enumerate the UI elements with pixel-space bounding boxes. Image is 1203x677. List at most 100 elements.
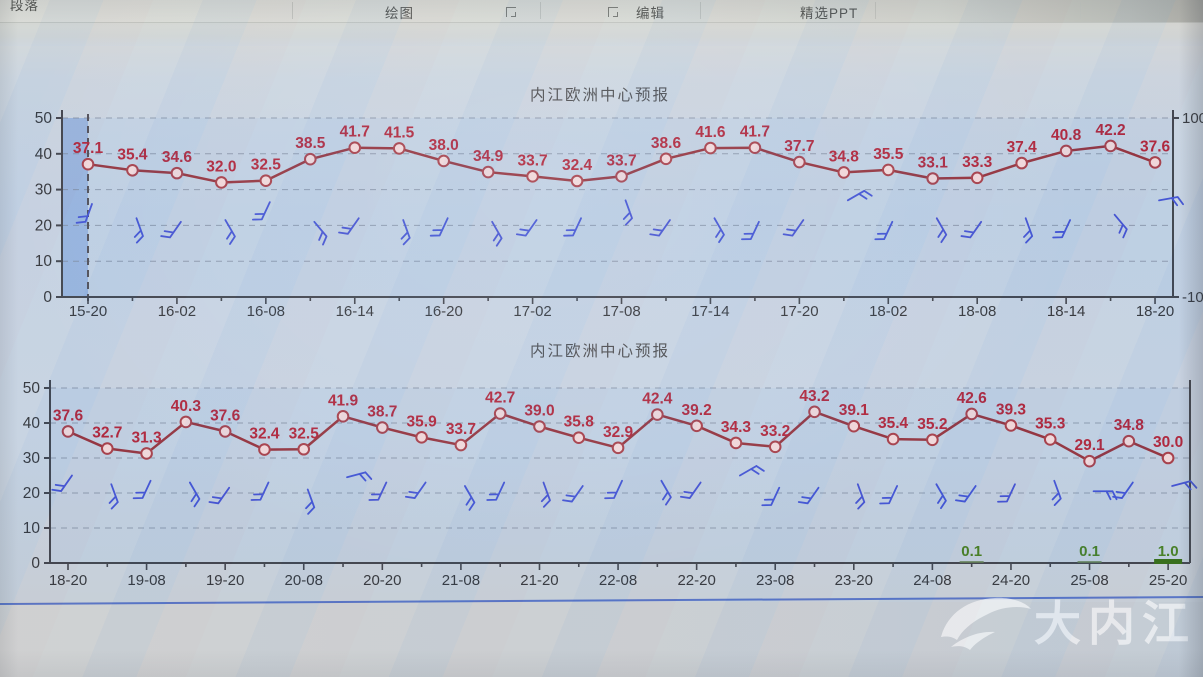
wind-barb <box>741 220 760 241</box>
wind-barb-glyph <box>797 486 820 505</box>
y-tick-label: 40 <box>23 415 41 432</box>
wind-barb <box>160 220 182 239</box>
data-point-marker <box>481 165 495 179</box>
wind-barb-glyph <box>713 217 725 244</box>
data-point-marker <box>1004 419 1018 432</box>
x-tick-label: 18-20 <box>49 572 87 589</box>
y-tick-label: 20 <box>23 485 41 502</box>
value-label: 39.1 <box>839 402 870 419</box>
wind-barb-glyph <box>874 220 894 241</box>
data-point-marker <box>100 442 114 455</box>
data-point-marker <box>526 170 539 183</box>
data-point-marker <box>1122 434 1136 448</box>
wind-barb-glyph <box>879 485 898 505</box>
y-tick-label: 30 <box>35 182 53 199</box>
data-point-marker <box>926 172 940 185</box>
wind-barb-glyph <box>846 189 873 202</box>
wind-barb-glyph <box>562 485 584 503</box>
wind-barb <box>368 481 388 501</box>
y-tick-label: 10 <box>35 253 53 270</box>
wind-barb-glyph <box>1112 481 1134 499</box>
y-tick-label: 0 <box>43 289 52 306</box>
data-point-marker <box>886 432 900 446</box>
wind-barb <box>463 485 476 511</box>
x-tick-label: 16-08 <box>247 303 285 320</box>
value-label: 33.7 <box>446 421 476 438</box>
x-tick-label: 22-08 <box>599 572 637 589</box>
wind-barb-glyph <box>463 485 476 511</box>
x-tick-label: 17-20 <box>780 303 818 320</box>
wind-barb-glyph <box>960 220 983 239</box>
dialog-launcher-icon[interactable] <box>506 7 516 17</box>
value-label: 35.5 <box>873 146 904 163</box>
value-label: 39.2 <box>682 402 712 419</box>
value-label: 35.9 <box>407 413 438 430</box>
precip-bar <box>1077 561 1102 563</box>
data-point-marker <box>493 407 507 420</box>
value-label: 41.6 <box>695 124 726 141</box>
wind-barb <box>679 481 702 499</box>
value-label: 34.8 <box>829 148 860 165</box>
value-label: 42.6 <box>957 390 988 407</box>
x-tick-label: 24-08 <box>913 572 951 589</box>
data-point-marker <box>926 433 939 447</box>
ribbon-toolbar: 段落 绘图 编辑 精选PPT <box>0 0 1203 23</box>
data-point-marker <box>179 415 193 429</box>
value-label: 33.7 <box>518 152 548 169</box>
data-point-marker <box>259 174 273 187</box>
wind-barb <box>224 219 236 245</box>
value-label: 35.2 <box>917 416 947 433</box>
wind-barb <box>313 220 328 246</box>
wind-barb-glyph <box>739 465 765 477</box>
document-panel <box>0 46 1203 602</box>
bottom-chart-title: 内江欧洲中心预报 <box>530 342 670 360</box>
dialog-launcher-icon[interactable] <box>608 7 618 17</box>
wind-barb-glyph <box>741 220 760 241</box>
wind-barb-glyph <box>1113 213 1128 239</box>
precip-bar <box>959 561 984 563</box>
wind-barb-glyph <box>313 220 328 246</box>
wind-barb <box>879 485 898 505</box>
x-tick-label: 19-20 <box>206 572 244 589</box>
wind-barb <box>997 483 1016 503</box>
data-point-marker <box>81 157 95 171</box>
x-tick-label: 17-08 <box>602 303 640 320</box>
wind-barb <box>208 486 231 505</box>
wind-barb <box>649 219 671 237</box>
ribbon-group-featured-ppt: 精选PPT <box>800 6 859 21</box>
y-tick-label: 0 <box>31 555 40 572</box>
x-tick-label: 19-08 <box>127 572 165 589</box>
x-tick-label: 24-20 <box>992 572 1030 589</box>
data-point-marker <box>392 142 406 155</box>
wind-barb <box>305 488 316 515</box>
wind-barb <box>1052 219 1072 239</box>
wind-barb <box>960 220 983 239</box>
data-point-marker <box>970 171 984 185</box>
wind-barb-glyph <box>1052 219 1072 239</box>
y-tick-label: 40 <box>35 146 53 163</box>
wind-barb-glyph <box>251 201 271 221</box>
data-point-marker <box>218 425 232 438</box>
value-label: 41.5 <box>384 124 415 141</box>
data-point-marker <box>437 154 450 168</box>
value-label: 40.8 <box>1051 127 1082 144</box>
wind-barb-glyph <box>604 479 623 500</box>
value-label: 30.0 <box>1153 434 1183 451</box>
y-tick-label: 10 <box>23 520 41 537</box>
data-point-marker <box>659 152 673 166</box>
data-point-marker <box>533 420 546 433</box>
data-point-marker <box>965 407 978 421</box>
data-point-marker <box>1043 433 1057 446</box>
data-point-marker <box>304 152 317 166</box>
data-point-marker <box>376 421 389 434</box>
top-chart: 0 10 20 30 40 50 100 -10 15-20 16-02 16-08 16-14 16-… <box>35 110 1203 320</box>
value-label: 38.0 <box>429 137 459 154</box>
data-point-marker <box>415 431 428 444</box>
value-label: 42.7 <box>485 390 515 407</box>
data-point-marker <box>748 141 762 155</box>
wind-barb <box>338 217 360 235</box>
data-point-marker <box>1059 144 1073 158</box>
value-label: 37.6 <box>210 407 241 424</box>
toolbar-divider <box>540 2 541 19</box>
ribbon-group-draw: 绘图 <box>385 6 414 21</box>
